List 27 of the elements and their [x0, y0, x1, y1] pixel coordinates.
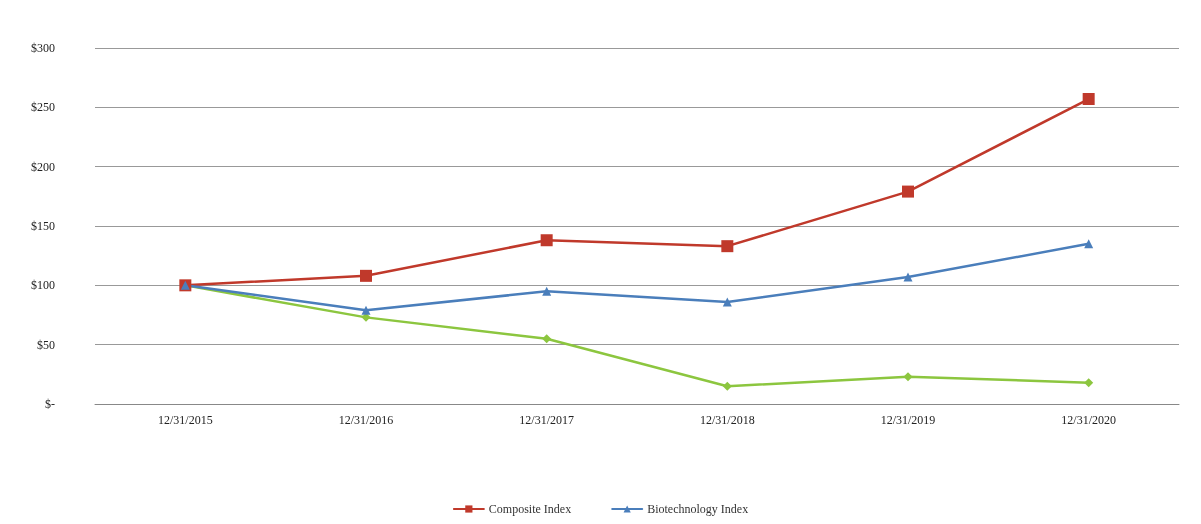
point: [903, 272, 913, 282]
point: [361, 305, 371, 315]
y-tick-label: $50: [37, 337, 55, 352]
point: [360, 269, 372, 282]
x-tick-label: 12/31/2016: [338, 413, 394, 427]
y-tick-label: $100: [31, 278, 55, 293]
x-tick-label: 12/31/2020: [1061, 413, 1116, 427]
legend-label: Composite Index: [488, 502, 572, 516]
point: [540, 234, 553, 247]
y-tick-label: $200: [31, 159, 55, 174]
point: [902, 185, 914, 198]
legend-label: Biotechnology Index: [647, 502, 749, 516]
y-tick-label: $150: [31, 219, 55, 233]
point: [1084, 378, 1094, 388]
point: [903, 372, 913, 382]
y-tick-label: $250: [31, 100, 55, 115]
x-tick-label: 12/31/2019: [880, 413, 936, 427]
x-tick-label: 12/31/2018: [700, 413, 755, 427]
point: [1082, 93, 1095, 106]
point: [542, 334, 552, 344]
point: [542, 286, 552, 296]
x-tick-label: 12/31/2015: [158, 413, 213, 427]
x-tick-label: 12/31/2017: [519, 413, 574, 427]
point: [722, 381, 732, 391]
point: [721, 240, 734, 253]
y-tick-label: $300: [31, 41, 55, 55]
y-tick-label: $-: [45, 397, 55, 411]
